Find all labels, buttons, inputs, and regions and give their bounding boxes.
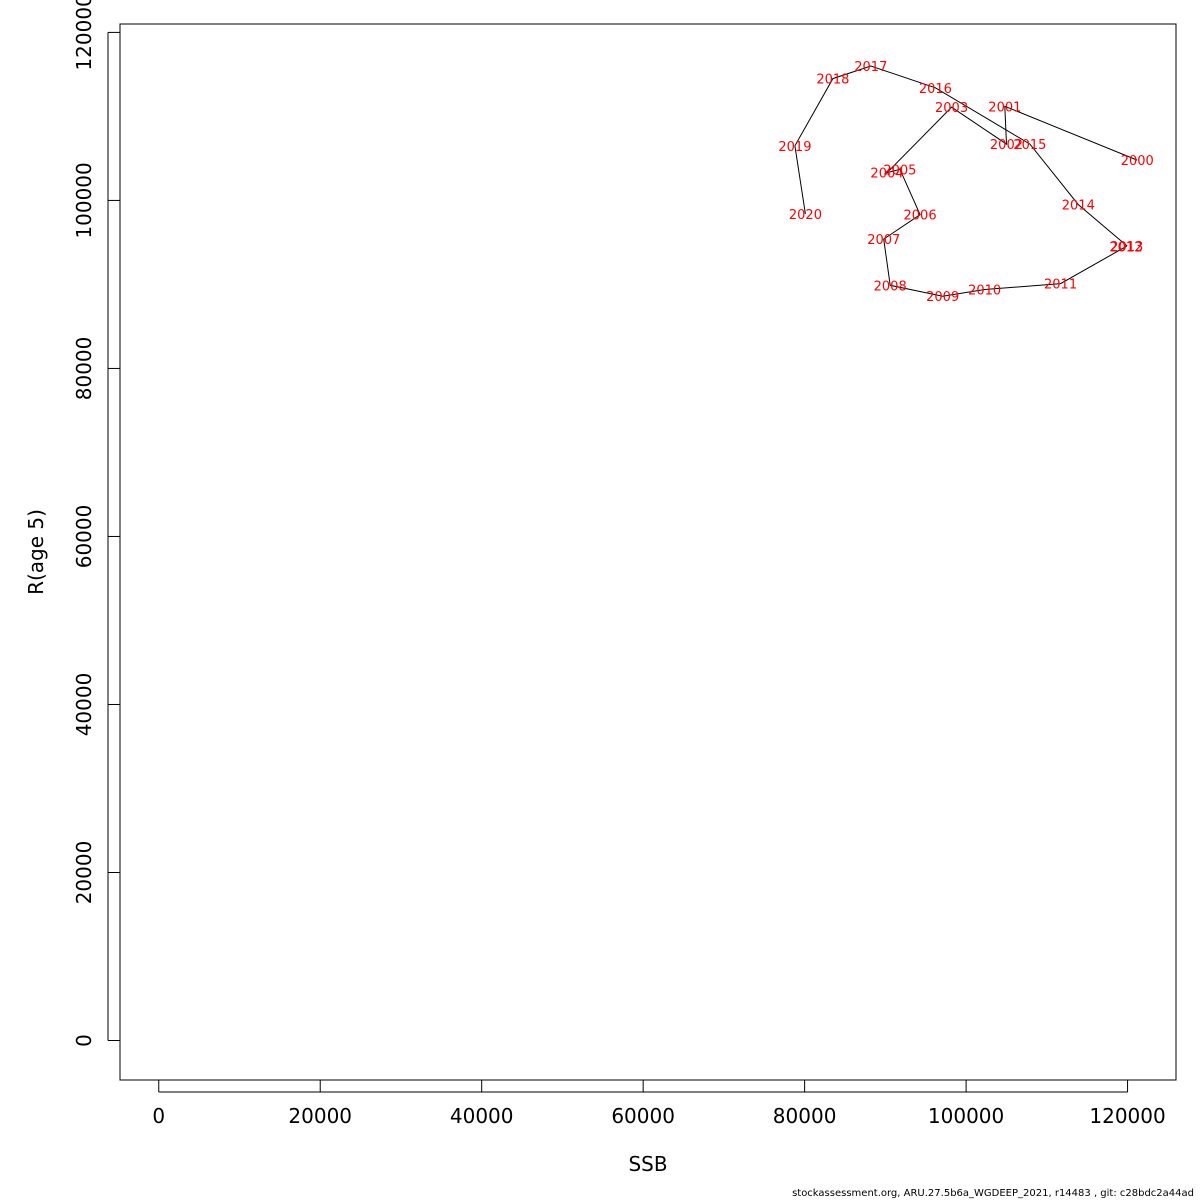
year-label-2013: 2013 — [1110, 240, 1143, 255]
y-tick-label: 100000 — [72, 162, 96, 238]
year-label-2014: 2014 — [1062, 199, 1095, 214]
year-label-2011: 2011 — [1044, 278, 1077, 293]
year-label-2017: 2017 — [854, 60, 887, 75]
x-axis-title: SSB — [628, 1152, 667, 1176]
year-label-2003: 2003 — [935, 101, 968, 116]
x-tick-label: 80000 — [773, 1104, 837, 1128]
year-label-2008: 2008 — [874, 279, 907, 294]
year-label-2009: 2009 — [926, 290, 959, 305]
y-tick-label: 60000 — [72, 505, 96, 569]
x-tick-label: 60000 — [611, 1104, 675, 1128]
year-label-2004: 2004 — [870, 167, 903, 182]
y-tick-label: 0 — [72, 1034, 96, 1047]
y-axis: 0 20000 40000 60000 80000 100000 120000 — [72, 0, 120, 1047]
x-tick-label: 40000 — [450, 1104, 514, 1128]
year-label-2016: 2016 — [919, 82, 952, 97]
x-tick-label: 0 — [152, 1104, 165, 1128]
year-label-2005: 2005 — [883, 163, 916, 178]
year-label-2019: 2019 — [778, 140, 811, 155]
year-label-2002: 2002 — [990, 138, 1023, 153]
year-label-2007: 2007 — [867, 233, 900, 248]
x-tick-label: 120000 — [1089, 1104, 1165, 1128]
x-tick-label: 100000 — [928, 1104, 1004, 1128]
year-label-2015: 2015 — [1013, 138, 1046, 153]
x-axis: 0 20000 40000 60000 80000 100000 120000 — [152, 1080, 1166, 1128]
year-label-2020: 2020 — [789, 208, 822, 223]
x-tick-label: 20000 — [288, 1104, 352, 1128]
year-label-2000: 2000 — [1121, 154, 1154, 169]
plot-frame — [119, 23, 1177, 1081]
y-tick-label: 80000 — [72, 337, 96, 401]
y-tick-label: 120000 — [72, 0, 96, 71]
year-label-2010: 2010 — [968, 283, 1001, 298]
year-label-2006: 2006 — [904, 209, 937, 224]
year-label-2018: 2018 — [816, 73, 849, 88]
year-label-2012: 2012 — [1109, 241, 1142, 256]
y-axis-title: R(age 5) — [24, 509, 48, 595]
ssb-recruitment-trajectory-line — [794, 65, 1138, 297]
footer-attribution: stockassessment.org, ARU.27.5b6a_WGDEEP_… — [792, 1188, 1194, 1199]
y-tick-label: 40000 — [72, 673, 96, 737]
y-tick-label: 20000 — [72, 841, 96, 905]
year-label-2001: 2001 — [988, 100, 1021, 115]
